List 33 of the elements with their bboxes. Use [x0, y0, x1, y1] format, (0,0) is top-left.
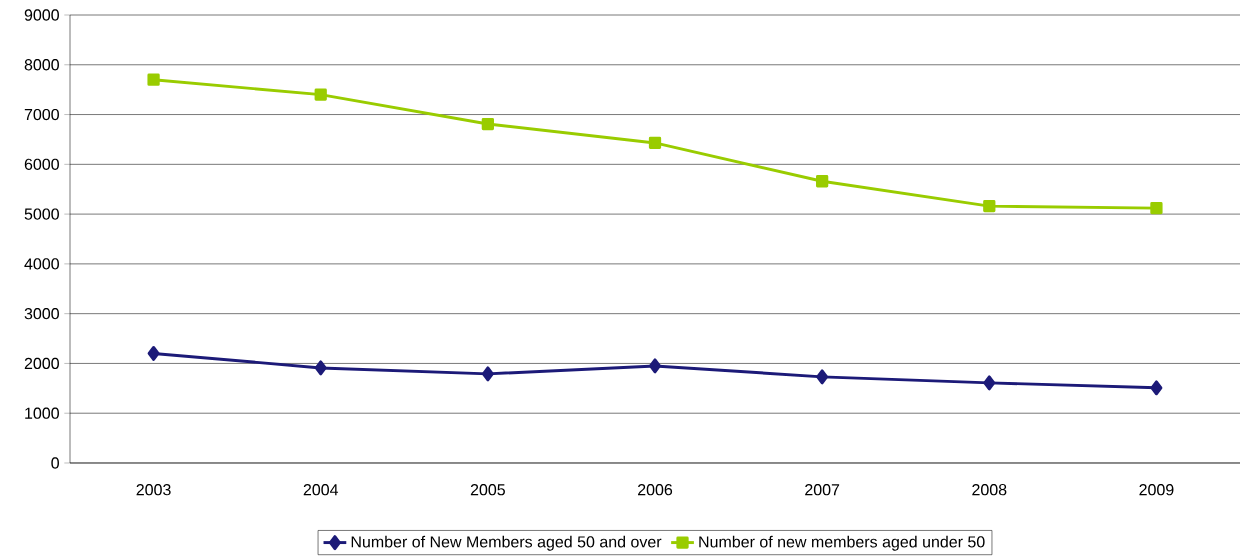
point	[481, 366, 494, 382]
x-tick-label: 2008	[972, 484, 1007, 496]
point	[983, 375, 996, 391]
x-tick-label: 2009	[1139, 484, 1174, 496]
point	[816, 369, 829, 385]
point	[1150, 380, 1163, 396]
y-tick-label: 6000	[24, 158, 59, 170]
x-tick-label: 2004	[303, 484, 339, 496]
point	[648, 136, 662, 150]
y-tick-label: 9000	[24, 9, 59, 21]
y-tick-label: 5000	[24, 208, 59, 220]
y-tick-label: 4000	[24, 258, 59, 270]
y-tick-label: 8000	[24, 59, 59, 71]
x-tick-label: 2007	[805, 484, 840, 496]
point	[481, 117, 494, 131]
y-tick-label: 0	[51, 457, 59, 469]
x-tick-label: 2005	[470, 484, 505, 496]
point	[983, 200, 996, 213]
point	[649, 358, 661, 374]
x-tick-label: 2003	[136, 484, 171, 496]
y-tick-label: 7000	[24, 108, 59, 121]
point	[147, 73, 160, 86]
point	[314, 360, 327, 376]
point	[1150, 201, 1163, 215]
point	[147, 346, 160, 361]
y-tick-label: 3000	[24, 308, 59, 320]
point	[314, 88, 327, 101]
y-tick-label: 1000	[25, 407, 59, 419]
point	[816, 175, 829, 188]
legend-label: Number of new members aged under 50	[699, 535, 985, 551]
legend-label: Number of New Members aged 50 and over	[351, 535, 662, 551]
x-tick-label: 2006	[638, 484, 673, 496]
y-tick-label: 2000	[24, 357, 59, 370]
